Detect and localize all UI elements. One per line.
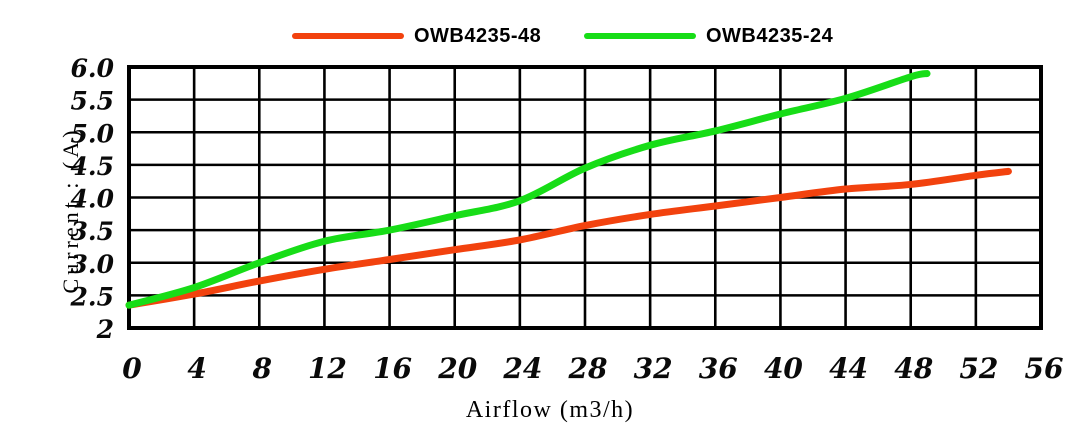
series-line-OWB4235-48: [125, 167, 1012, 309]
x-tick-label: 56: [1025, 352, 1064, 385]
y-tick-label: 4.0: [71, 185, 115, 214]
x-tick-label: 36: [699, 352, 738, 385]
x-tick-label: 44: [829, 352, 868, 385]
x-tick-label: 4: [187, 352, 206, 385]
y-tick-label: 6.0: [71, 54, 115, 83]
x-tick-label: 28: [568, 352, 608, 385]
plot-border: [127, 65, 1043, 330]
y-tick-label: 5.0: [71, 119, 115, 148]
y-axis-title: Current : (A): [58, 126, 83, 294]
y-tick-label: 4.5: [71, 152, 115, 181]
y-tick-label: 3.5: [71, 217, 115, 246]
y-tick-label: 2: [96, 315, 114, 344]
x-tick-label: 32: [634, 352, 673, 385]
legend-item-owb4235-48: OWB4235-48: [292, 25, 541, 47]
x-tick-label: 0: [122, 352, 142, 385]
x-tick-label: 40: [764, 352, 803, 385]
x-tick-label: 52: [959, 352, 998, 385]
x-axis-title: Airflow (m3/h): [465, 397, 635, 423]
y-tick-label: 2.5: [70, 282, 115, 311]
legend-item-owb4235-24: OWB4235-24: [584, 25, 833, 47]
legend-line-swatch-red: [292, 33, 404, 39]
legend-label-owb4235-48: OWB4235-48: [414, 24, 542, 47]
y-tick-label: 5.5: [71, 87, 115, 116]
x-tick-label: 48: [894, 352, 933, 385]
x-tick-label: 24: [502, 352, 542, 385]
series-line-OWB4235-24: [125, 70, 931, 309]
x-tick-label: 16: [373, 352, 412, 385]
x-tick-label: 12: [308, 352, 347, 385]
legend-line-swatch-green: [584, 33, 696, 39]
y-tick-label: 3.0: [71, 250, 115, 279]
legend-label-owb4235-24: OWB4235-24: [706, 24, 834, 47]
x-tick-label: 20: [437, 352, 477, 385]
x-tick-label: 8: [252, 352, 272, 385]
